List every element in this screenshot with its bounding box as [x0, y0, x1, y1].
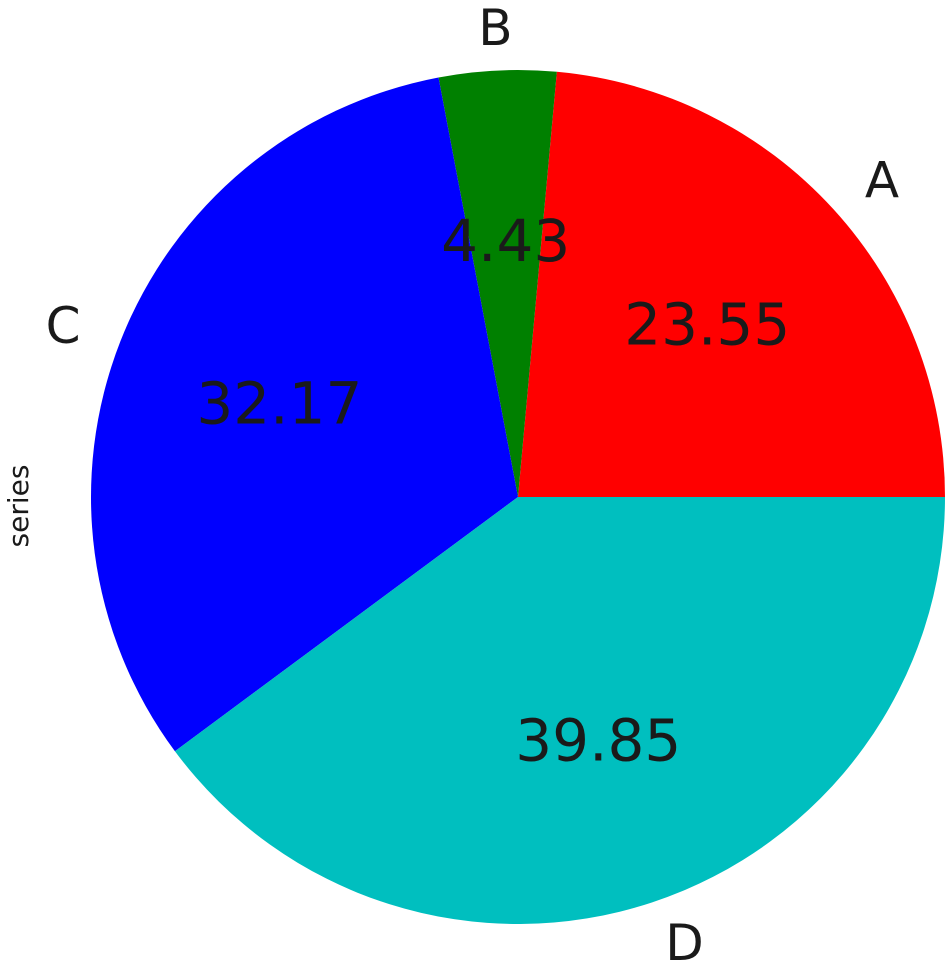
- category-label-c: C: [46, 297, 81, 355]
- value-label-b: 4.43: [441, 207, 570, 275]
- pie-slice-c: [90, 77, 519, 752]
- category-label-a: A: [865, 151, 899, 209]
- value-labels: 23.55 4.43 32.17 39.85: [196, 207, 790, 774]
- pie-slice-b: [438, 69, 557, 498]
- y-axis-label: series: [2, 465, 35, 548]
- category-label-b: B: [478, 0, 512, 57]
- pie-slices: [90, 69, 945, 924]
- value-label-c: 32.17: [196, 370, 362, 438]
- category-labels: A B C D: [46, 0, 899, 968]
- pie-slice-a: [518, 71, 945, 497]
- pie-slice-d: [174, 497, 945, 924]
- category-label-d: D: [665, 914, 704, 968]
- value-label-a: 23.55: [624, 290, 790, 358]
- value-label-d: 39.85: [515, 706, 681, 774]
